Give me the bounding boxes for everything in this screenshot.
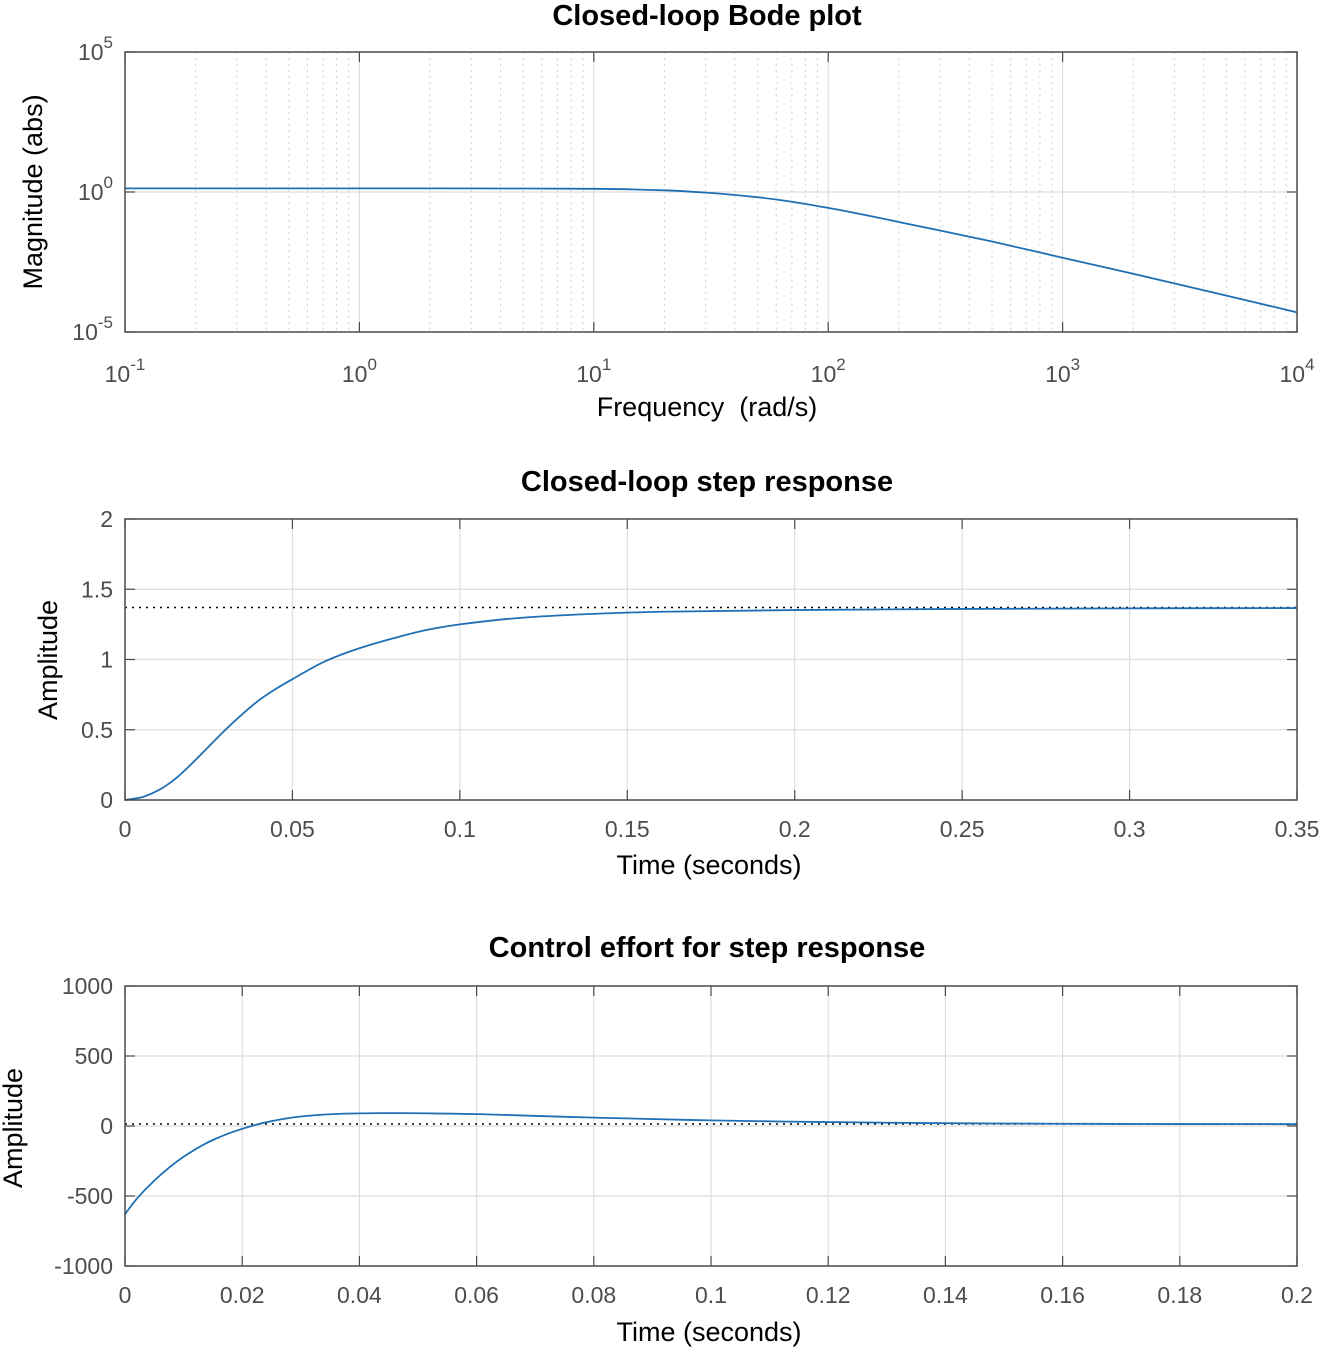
step-y-tick-label: 0 xyxy=(100,787,113,813)
step-y-label: Amplitude xyxy=(33,600,63,720)
bode-grid xyxy=(125,52,1297,332)
bode-x-tick-label: 100 xyxy=(342,355,377,387)
bode-ticks: 10-1 100 101 102 103 104 105 100 10-5 xyxy=(72,33,1314,387)
step-ticks: 0 0.05 0.1 0.15 0.2 0.25 0.3 0.35 0 0.5 1 1.5 2 xyxy=(81,506,1319,842)
step-response-line xyxy=(124,607,1298,801)
effort-x-tick-label: 0.12 xyxy=(806,1282,851,1308)
control-effort-plot: Control effort for step response 0 0.02 0.… xyxy=(0,932,1313,1347)
step-y-tick-label: 1 xyxy=(100,647,113,673)
effort-x-tick-label: 0.1 xyxy=(695,1282,727,1308)
bode-y-label: Magnitude (abs) xyxy=(18,94,48,289)
effort-x-tick-label: 0.04 xyxy=(337,1282,382,1308)
effort-x-tick-label: 0.06 xyxy=(454,1282,499,1308)
bode-y-tick-label: 100 xyxy=(78,173,113,205)
bode-x-tick-label: 104 xyxy=(1279,355,1314,387)
step-x-tick-label: 0.1 xyxy=(444,816,476,842)
step-y-tick-label: 0.5 xyxy=(81,717,113,743)
effort-ticks: 0 0.02 0.04 0.06 0.08 0.1 0.12 0.14 0.16 0.18 0.2 1… xyxy=(54,973,1313,1308)
step-x-tick-label: 0.05 xyxy=(270,816,315,842)
effort-title: Control effort for step response xyxy=(489,932,926,964)
step-x-tick-label: 0.3 xyxy=(1114,816,1146,842)
bode-magnitude-line xyxy=(124,187,1298,314)
bode-x-label: Frequency (rad/s) xyxy=(597,392,818,422)
step-response-plot: Closed-loop step response 0 0.05 0.1 0.15 0.… xyxy=(33,466,1319,880)
effort-x-label: Time (seconds) xyxy=(616,1317,801,1347)
bode-y-tick-label: 10-5 xyxy=(72,313,113,345)
effort-y-tick-label: -500 xyxy=(67,1183,113,1209)
bode-x-tick-label: 10-1 xyxy=(105,355,146,387)
bode-x-tick-label: 101 xyxy=(576,355,611,387)
effort-grid xyxy=(125,986,1297,1266)
bode-x-tick-label: 103 xyxy=(1045,355,1080,387)
step-x-tick-label: 0.35 xyxy=(1275,816,1320,842)
bode-plot: Closed-loop Bode plot 10-1 100 101 102 103 10… xyxy=(18,0,1315,422)
effort-y-tick-label: 1000 xyxy=(62,973,113,999)
effort-y-label: Amplitude xyxy=(0,1068,28,1188)
effort-x-tick-label: 0.18 xyxy=(1157,1282,1202,1308)
bode-x-tick-label: 102 xyxy=(811,355,846,387)
bode-y-tick-label: 105 xyxy=(78,33,113,65)
step-x-label: Time (seconds) xyxy=(616,850,801,880)
effort-x-tick-label: 0.08 xyxy=(571,1282,616,1308)
step-x-tick-label: 0 xyxy=(119,816,132,842)
step-y-tick-label: 2 xyxy=(100,506,113,532)
effort-line xyxy=(124,1112,1298,1215)
step-x-tick-label: 0.25 xyxy=(940,816,985,842)
effort-y-tick-label: 500 xyxy=(75,1043,113,1069)
bode-title: Closed-loop Bode plot xyxy=(552,0,862,32)
effort-x-tick-label: 0.14 xyxy=(923,1282,968,1308)
effort-y-tick-label: 0 xyxy=(100,1113,113,1139)
effort-x-tick-label: 0 xyxy=(119,1282,132,1308)
step-y-tick-label: 1.5 xyxy=(81,576,113,602)
effort-x-tick-label: 0.16 xyxy=(1040,1282,1085,1308)
step-grid xyxy=(125,519,1297,800)
step-x-tick-label: 0.15 xyxy=(605,816,650,842)
effort-y-tick-label: -1000 xyxy=(54,1253,113,1279)
step-title: Closed-loop step response xyxy=(521,466,893,498)
step-x-tick-label: 0.2 xyxy=(779,816,811,842)
effort-x-tick-label: 0.02 xyxy=(220,1282,265,1308)
effort-x-tick-label: 0.2 xyxy=(1281,1282,1313,1308)
